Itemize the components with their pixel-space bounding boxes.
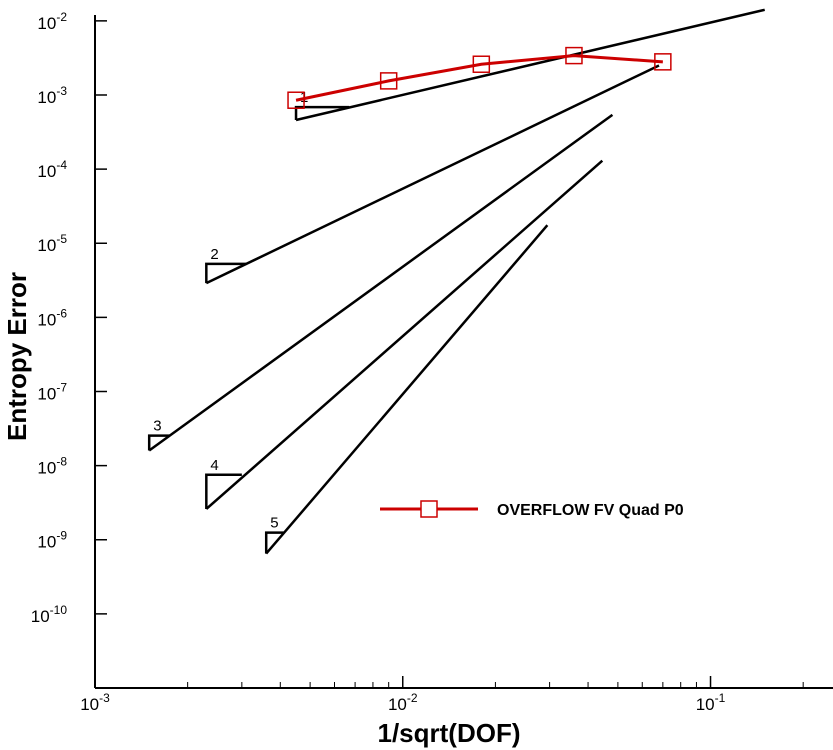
y-tick-label: 10-2 [37, 10, 67, 33]
y-tick-label: 10-3 [37, 84, 67, 107]
data-series [287, 46, 672, 109]
y-tick-label: 10-9 [37, 529, 67, 552]
y-tick-label: 10-7 [37, 380, 67, 403]
slope-line-4 [205, 159, 604, 510]
y-tick-label: 10-6 [37, 306, 67, 329]
series-point [565, 46, 583, 65]
x-tick-label: 10-1 [696, 691, 726, 714]
slope-label-3: 3 [153, 418, 161, 435]
series-line [295, 54, 663, 102]
legend: OVERFLOW FV Quad P0 [380, 500, 684, 519]
series-point [379, 72, 398, 90]
axes [94, 15, 833, 689]
slope-triangle-5 [264, 531, 284, 554]
series-point [472, 55, 491, 73]
slope-label-2: 2 [210, 246, 218, 263]
slope-triangle-1 [294, 105, 350, 120]
y-tick-label: 10-4 [37, 158, 67, 181]
slope-label-5: 5 [270, 515, 278, 532]
y-tick-label: 10-10 [31, 603, 68, 626]
x-axis-title: 1/sqrt(DOF) [378, 718, 521, 748]
legend-marker [420, 500, 438, 518]
ticks: 10-3 10-2 10-1 10-2 10-3 10-4 10-5 10-6 10-7 10-8… [31, 10, 804, 714]
slope-line-2 [205, 64, 660, 285]
slope-line-5 [265, 224, 549, 555]
series-point [287, 91, 305, 109]
slope-label-4: 4 [210, 457, 218, 474]
slope-line-3 [148, 113, 614, 452]
y-tick-label: 10-5 [37, 232, 67, 255]
slope-triangle-4 [205, 473, 242, 509]
y-tick-label: 10-8 [37, 455, 67, 478]
series-point [654, 53, 672, 71]
slope-triangle-3 [147, 434, 170, 451]
y-axis-title: Entropy Error [2, 272, 32, 441]
slope-triangle-2 [205, 262, 247, 284]
slope-line-1 [295, 8, 766, 122]
legend-label: OVERFLOW FV Quad P0 [497, 502, 684, 519]
x-tick-label: 10-3 [80, 691, 110, 714]
x-tick-label: 10-2 [388, 691, 418, 714]
